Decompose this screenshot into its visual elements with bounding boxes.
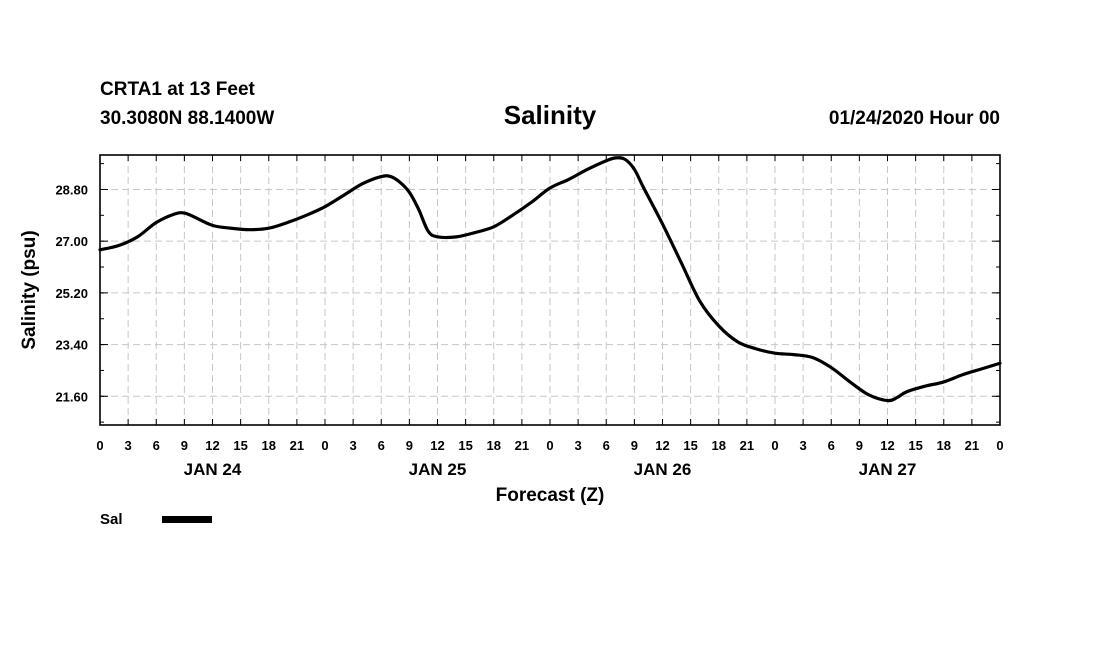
y-tick-label: 23.40: [55, 338, 88, 353]
run-time-label: 01/24/2020 Hour 00: [829, 108, 1000, 129]
legend-swatch: [162, 516, 212, 523]
x-tick-label: 9: [631, 438, 638, 453]
day-label: JAN 27: [859, 460, 917, 479]
x-tick-label: 6: [603, 438, 610, 453]
y-axis-ticks: 21.60 23.40 25.20 27.00 28.80: [55, 163, 1000, 423]
x-tick-label: 15: [908, 438, 922, 453]
legend-label: Sal: [100, 511, 123, 528]
y-tick-label: 25.20: [55, 286, 88, 301]
x-tick-label: 9: [856, 438, 863, 453]
series-line-sal: [98, 156, 1002, 403]
station-label: CRTA1 at 13 Feet: [100, 79, 256, 100]
x-tick-label: 12: [655, 438, 669, 453]
coords-label: 30.3080N 88.1400W: [100, 108, 274, 129]
x-tick-label: 3: [350, 438, 357, 453]
x-tick-label: 0: [96, 438, 103, 453]
x-tick-label: 21: [965, 438, 979, 453]
y-tick-label: 28.80: [55, 182, 88, 197]
series-layer: [98, 156, 1002, 403]
y-axis-label: Salinity (psu): [19, 230, 40, 349]
x-tick-label: 18: [712, 438, 726, 453]
x-tick-label: 12: [205, 438, 219, 453]
x-tick-label: 15: [233, 438, 247, 453]
x-tick-label: 12: [430, 438, 444, 453]
chart-title: Salinity: [504, 100, 597, 130]
x-tick-label: 6: [153, 438, 160, 453]
x-tick-label: 6: [378, 438, 385, 453]
day-label: JAN 25: [409, 460, 467, 479]
day-label: JAN 24: [184, 460, 242, 479]
x-tick-label: 3: [125, 438, 132, 453]
y-tick-label: 27.00: [55, 234, 88, 249]
plot-frame: [99, 154, 1001, 426]
x-tick-label: 12: [880, 438, 894, 453]
x-tick-label: 15: [458, 438, 472, 453]
x-tick-label: 21: [740, 438, 754, 453]
x-tick-label: 0: [546, 438, 553, 453]
x-tick-label: 15: [683, 438, 697, 453]
x-tick-label: 21: [515, 438, 529, 453]
x-tick-label: 18: [487, 438, 501, 453]
x-tick-label: 18: [262, 438, 276, 453]
x-tick-label: 21: [290, 438, 304, 453]
x-axis-ticks: 0 3 6 9 12 15 18 21 0 3 6 9 12 15 18 21 0 3 6 9 12 15 18 21 0 3 6 9…: [96, 155, 1004, 453]
x-tick-label: 9: [181, 438, 188, 453]
grid: [100, 155, 1000, 425]
x-axis-label: Forecast (Z): [496, 485, 605, 506]
x-tick-label: 0: [771, 438, 778, 453]
legend: Sal: [100, 511, 212, 528]
x-tick-label: 18: [937, 438, 951, 453]
x-tick-label: 9: [406, 438, 413, 453]
x-axis-day-labels: JAN 24 JAN 25 JAN 26 JAN 27: [184, 460, 917, 479]
x-tick-label: 3: [575, 438, 582, 453]
x-tick-label: 6: [828, 438, 835, 453]
x-tick-label: 0: [321, 438, 328, 453]
x-tick-label: 0: [996, 438, 1003, 453]
y-tick-label: 21.60: [55, 389, 88, 404]
day-label: JAN 26: [634, 460, 692, 479]
x-tick-label: 3: [800, 438, 807, 453]
